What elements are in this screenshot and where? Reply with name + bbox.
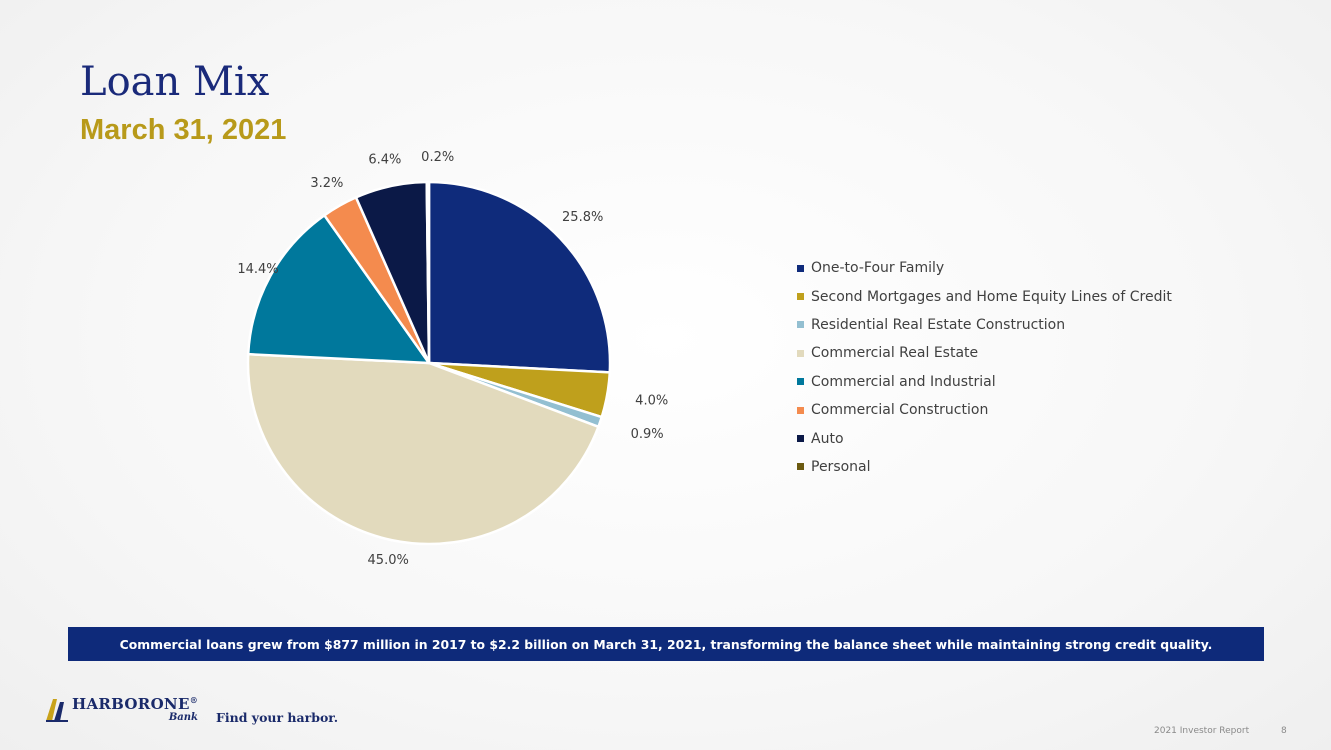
- highlight-banner: Commercial loans grew from $877 million …: [68, 627, 1264, 661]
- legend-item: Commercial Real Estate: [797, 339, 1172, 367]
- legend-item: Commercial Construction: [797, 396, 1172, 424]
- pie-slice-one-to-four-family: [427, 180, 612, 374]
- legend-label: Residential Real Estate Construction: [811, 316, 1066, 333]
- pie-data-label: 6.4%: [368, 153, 401, 168]
- chart-legend: One-to-Four Family Second Mortgages and H…: [797, 254, 1172, 481]
- brand-name: HARBORONE: [72, 695, 190, 713]
- legend-swatch: [797, 435, 804, 443]
- pie-data-label: 0.2%: [421, 150, 454, 165]
- pie-data-label: 4.0%: [635, 394, 668, 409]
- footer-page-number: 8: [1281, 726, 1287, 736]
- footer-report-name: 2021 Investor Report: [1154, 726, 1250, 736]
- brand-tagline: Find your harbor.: [216, 710, 339, 725]
- legend-swatch: [797, 349, 804, 357]
- pie-data-label: 0.9%: [631, 427, 664, 442]
- legend-label: Auto: [811, 430, 844, 447]
- legend-label: One-to-Four Family: [811, 260, 945, 277]
- legend-item: Personal: [797, 453, 1172, 481]
- brand-logo: HARBORONE® Bank Find your harbor.: [44, 696, 338, 725]
- pie-data-labels: 25.8% 4.0% 0.9% 45.0% 14.4% 3.2% 6.4% 0.2%: [237, 150, 668, 568]
- pie-data-label: 3.2%: [310, 176, 343, 191]
- slide-subtitle: March 31, 2021: [80, 114, 287, 146]
- registered-mark: ®: [189, 695, 198, 705]
- pie-data-label: 14.4%: [237, 262, 278, 277]
- legend-label: Second Mortgages and Home Equity Lines o…: [811, 288, 1172, 305]
- legend-label: Commercial Real Estate: [811, 345, 979, 362]
- legend-item: Second Mortgages and Home Equity Lines o…: [797, 282, 1172, 310]
- pie-slice-commercial-real-estate: [246, 352, 600, 546]
- pie-data-label: 25.8%: [562, 210, 603, 225]
- legend-swatch: [797, 293, 804, 301]
- legend-label: Commercial and Industrial: [811, 373, 996, 390]
- brand-wordmark: HARBORONE® Bank: [72, 696, 198, 723]
- pie-slice-personal: [425, 180, 431, 365]
- legend-label: Commercial Construction: [811, 402, 989, 419]
- legend-item: Commercial and Industrial: [797, 368, 1172, 396]
- harborone-logo-icon: [46, 699, 68, 722]
- pie-data-label: 45.0%: [368, 553, 409, 568]
- legend-label: Personal: [811, 458, 871, 475]
- brand-sub: Bank: [168, 712, 198, 723]
- legend-swatch: [797, 406, 804, 414]
- pie-slices: [246, 180, 612, 546]
- legend-item: Auto: [797, 424, 1172, 452]
- legend-swatch: [797, 321, 804, 329]
- slide-title: Loan Mix: [80, 59, 270, 105]
- banner-text: Commercial loans grew from $877 million …: [119, 636, 1213, 652]
- legend-swatch: [797, 378, 804, 386]
- legend-item: One-to-Four Family: [797, 254, 1172, 282]
- pie-slice-commercial-and-industrial: [246, 214, 431, 365]
- legend-swatch: [797, 264, 804, 272]
- legend-swatch: [797, 463, 804, 471]
- legend-item: Residential Real Estate Construction: [797, 311, 1172, 339]
